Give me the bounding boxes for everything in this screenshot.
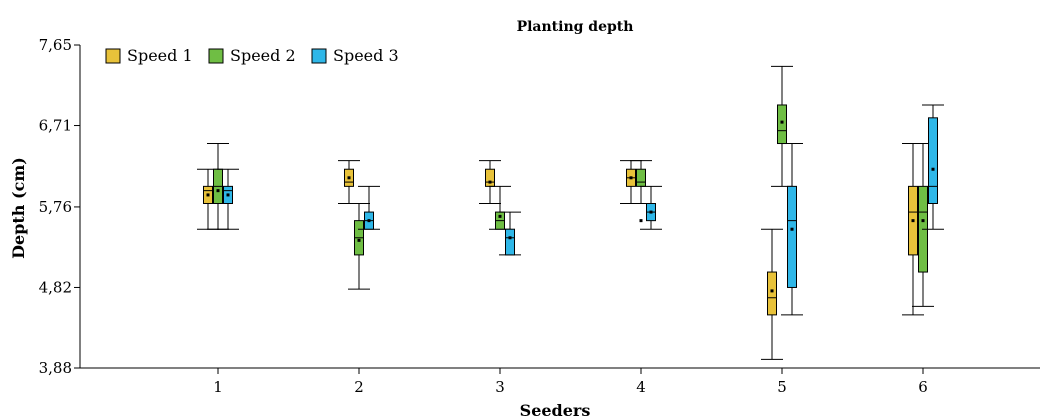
box-mean-marker [347,176,351,180]
legend: Speed 1 Speed 2 Speed 3 [105,46,399,65]
legend-label: Speed 3 [333,46,399,65]
box-mean-marker [367,219,371,223]
x-tick-label: 3 [495,378,505,396]
box-iqr [928,117,938,205]
y-tick-label: 6,71 [39,117,72,135]
y-axis-label: Depth (cm) [9,157,28,259]
box-mean-marker [921,219,925,223]
box-mean-marker [488,180,492,184]
x-axis-label: Seeders [520,401,591,420]
box-iqr [505,228,515,256]
box-iqr [767,271,777,316]
y-tick-label: 3,88 [39,359,72,377]
y-tick-label: 5,76 [39,198,72,216]
chart-title: Planting depth [517,19,634,35]
box-mean-marker [780,120,784,124]
y-ticks: 3,88 4,82 5,76 6,71 7,65 [39,36,80,377]
box-mean-marker [629,176,633,180]
x-tick-label: 6 [918,378,928,396]
x-tick-label: 4 [636,378,646,396]
box-speed-3-seeder-3 [499,211,521,256]
box-mean-marker [498,214,502,218]
box-iqr [485,168,495,187]
legend-swatch [311,48,327,64]
box-mean-marker [911,219,915,223]
box-mean-marker [639,219,643,223]
box-speed-1-seeder-6 [902,143,924,316]
box-speed-2-seeder-3 [489,185,511,230]
box-mean-marker [790,227,794,231]
legend-label: Speed 2 [230,46,296,65]
box-series [197,65,944,360]
box-speed-1-seeder-2 [338,160,360,205]
box-mean-marker [931,167,935,171]
box-mean-marker [226,193,230,197]
box-mean-marker [206,193,210,197]
legend-swatch [105,48,121,64]
box-speed-2-seeder-5 [771,65,793,187]
box-mean-marker [649,210,653,214]
x-tick-label: 5 [777,378,787,396]
box-speed-1-seeder-5 [761,228,783,360]
box-iqr [636,168,646,187]
legend-swatch [208,48,224,64]
box-speed-3-seeder-6 [922,104,944,230]
y-tick-label: 4,82 [39,278,72,296]
box-mean-marker [770,289,774,293]
box-speed-1-seeder-3 [479,160,501,205]
box-speed-3-seeder-4 [640,185,662,230]
box-mean-marker [216,189,220,193]
x-ticks: 1 2 3 4 5 6 [213,368,928,396]
box-speed-2-seeder-4 [630,160,652,223]
box-speed-2-seeder-2 [348,203,370,290]
box-speed-1-seeder-4 [620,160,642,205]
box-iqr [777,104,787,145]
y-tick-label: 7,65 [39,36,72,54]
box-speed-3-seeder-1 [217,168,239,230]
x-tick-label: 1 [213,378,223,396]
box-speed-3-seeder-2 [358,185,380,230]
box-speed-3-seeder-5 [781,143,803,316]
box-iqr [787,185,797,288]
legend-label: Speed 1 [127,46,193,65]
box-mean-marker [508,236,512,240]
box-mean-marker [357,238,361,242]
x-tick-label: 2 [354,378,364,396]
